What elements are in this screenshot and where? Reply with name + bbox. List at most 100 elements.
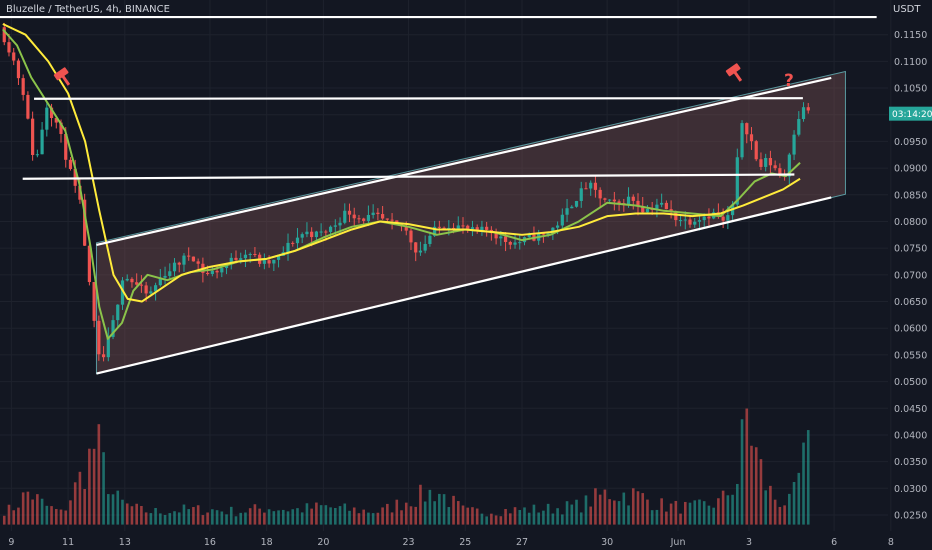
candle-body (276, 255, 281, 260)
volume-bar (598, 494, 602, 525)
candle-body (617, 201, 621, 204)
candle-body (806, 107, 810, 111)
volume-bar (173, 511, 176, 525)
volume-bar (381, 507, 384, 525)
candle-body (191, 256, 196, 262)
volume-bar (277, 510, 280, 525)
volume-bar (159, 513, 162, 525)
candle-body (664, 202, 668, 210)
candle-body (787, 154, 791, 177)
candle-body (508, 241, 512, 245)
volume-bar (17, 507, 20, 525)
volume-bar (239, 512, 243, 525)
volume-bar (603, 489, 607, 525)
question-mark: ? (784, 71, 794, 91)
volume-bar (348, 510, 351, 525)
volume-bar (688, 502, 692, 525)
volume-bar (300, 512, 304, 525)
volume-bar (447, 507, 451, 525)
y-tick-label: 0.0800 (894, 217, 927, 228)
x-tick-label: 18 (261, 537, 273, 548)
candle-body (78, 185, 82, 200)
volume-bar (409, 506, 413, 525)
candle-body (347, 210, 352, 215)
volume-bar (546, 503, 550, 525)
volume-bar (702, 501, 706, 525)
hammer-handle (733, 70, 743, 82)
candle-body (187, 255, 191, 257)
candle-body (149, 291, 153, 294)
volume-bar (50, 506, 53, 525)
volume-bar (296, 508, 299, 525)
candle-body (461, 225, 465, 227)
candle-body (721, 216, 725, 221)
candle-body (428, 235, 432, 244)
candle-body (120, 280, 125, 305)
candle-body (357, 218, 361, 220)
volume-bar (343, 503, 347, 525)
volume-bar (669, 503, 673, 525)
candle-body (243, 254, 248, 259)
candle-body (584, 188, 588, 190)
volume-bar (253, 504, 257, 525)
volume-bar (352, 507, 356, 525)
candle-body (801, 107, 806, 120)
candle-body (778, 168, 782, 175)
candle-body (437, 226, 441, 228)
candle-body (376, 212, 380, 215)
candle-body (130, 278, 134, 283)
candle-body (111, 320, 115, 337)
candle-body (262, 260, 266, 264)
volume-bar (736, 483, 739, 525)
volume-bar (149, 513, 153, 525)
candle-body (565, 208, 569, 215)
candle-body (116, 304, 120, 321)
candle-body (220, 268, 224, 273)
volume-bar (707, 505, 711, 525)
candle-body (390, 219, 394, 221)
volume-bar (177, 512, 181, 525)
volume-bar (305, 503, 309, 525)
last-price-time: 03:14:20 (892, 110, 932, 120)
candle-body (7, 42, 11, 53)
x-tick-label: 6 (831, 537, 837, 548)
candle-body (631, 196, 635, 201)
candle-body (759, 159, 763, 167)
candle-body (466, 225, 470, 229)
candle-body (196, 261, 200, 264)
y-tick-label: 0.0300 (894, 484, 927, 495)
candle-body (177, 262, 181, 265)
candle-body (239, 258, 243, 260)
candle-body (59, 122, 63, 134)
trend-lines[interactable] (0, 15, 877, 375)
y-tick-label: 0.0650 (894, 297, 927, 308)
candle-body (678, 220, 683, 222)
volume-bar (769, 485, 772, 525)
volume-bar (88, 448, 91, 525)
volume-bar (565, 501, 569, 525)
volume-bar (575, 499, 578, 525)
hammer-handle (61, 74, 71, 86)
y-tick-label: 0.0500 (894, 377, 927, 388)
candle-body (485, 226, 489, 230)
candle-body (366, 214, 371, 221)
candle-body (551, 227, 555, 234)
volume-bar (319, 505, 323, 525)
volume-bar (192, 507, 195, 525)
volume-bar (324, 505, 328, 525)
candle-body (295, 237, 300, 244)
x-axis[interactable]: 9 11 13 16 18 20 23 25 27 30 Jun 3 6 8 (8, 537, 894, 548)
candle-body (381, 214, 385, 219)
volume-bar (627, 505, 630, 525)
channel-area (95, 70, 846, 375)
volume-bar (594, 488, 597, 525)
volume-bar (494, 515, 498, 525)
candle-body (324, 231, 328, 233)
volume-bar (40, 498, 44, 525)
channel-upper-line (96, 76, 832, 247)
y-tick-label: 0.0250 (894, 510, 927, 521)
candle-body (21, 78, 25, 95)
volume-bar (518, 509, 522, 525)
volume-bar (102, 452, 105, 525)
